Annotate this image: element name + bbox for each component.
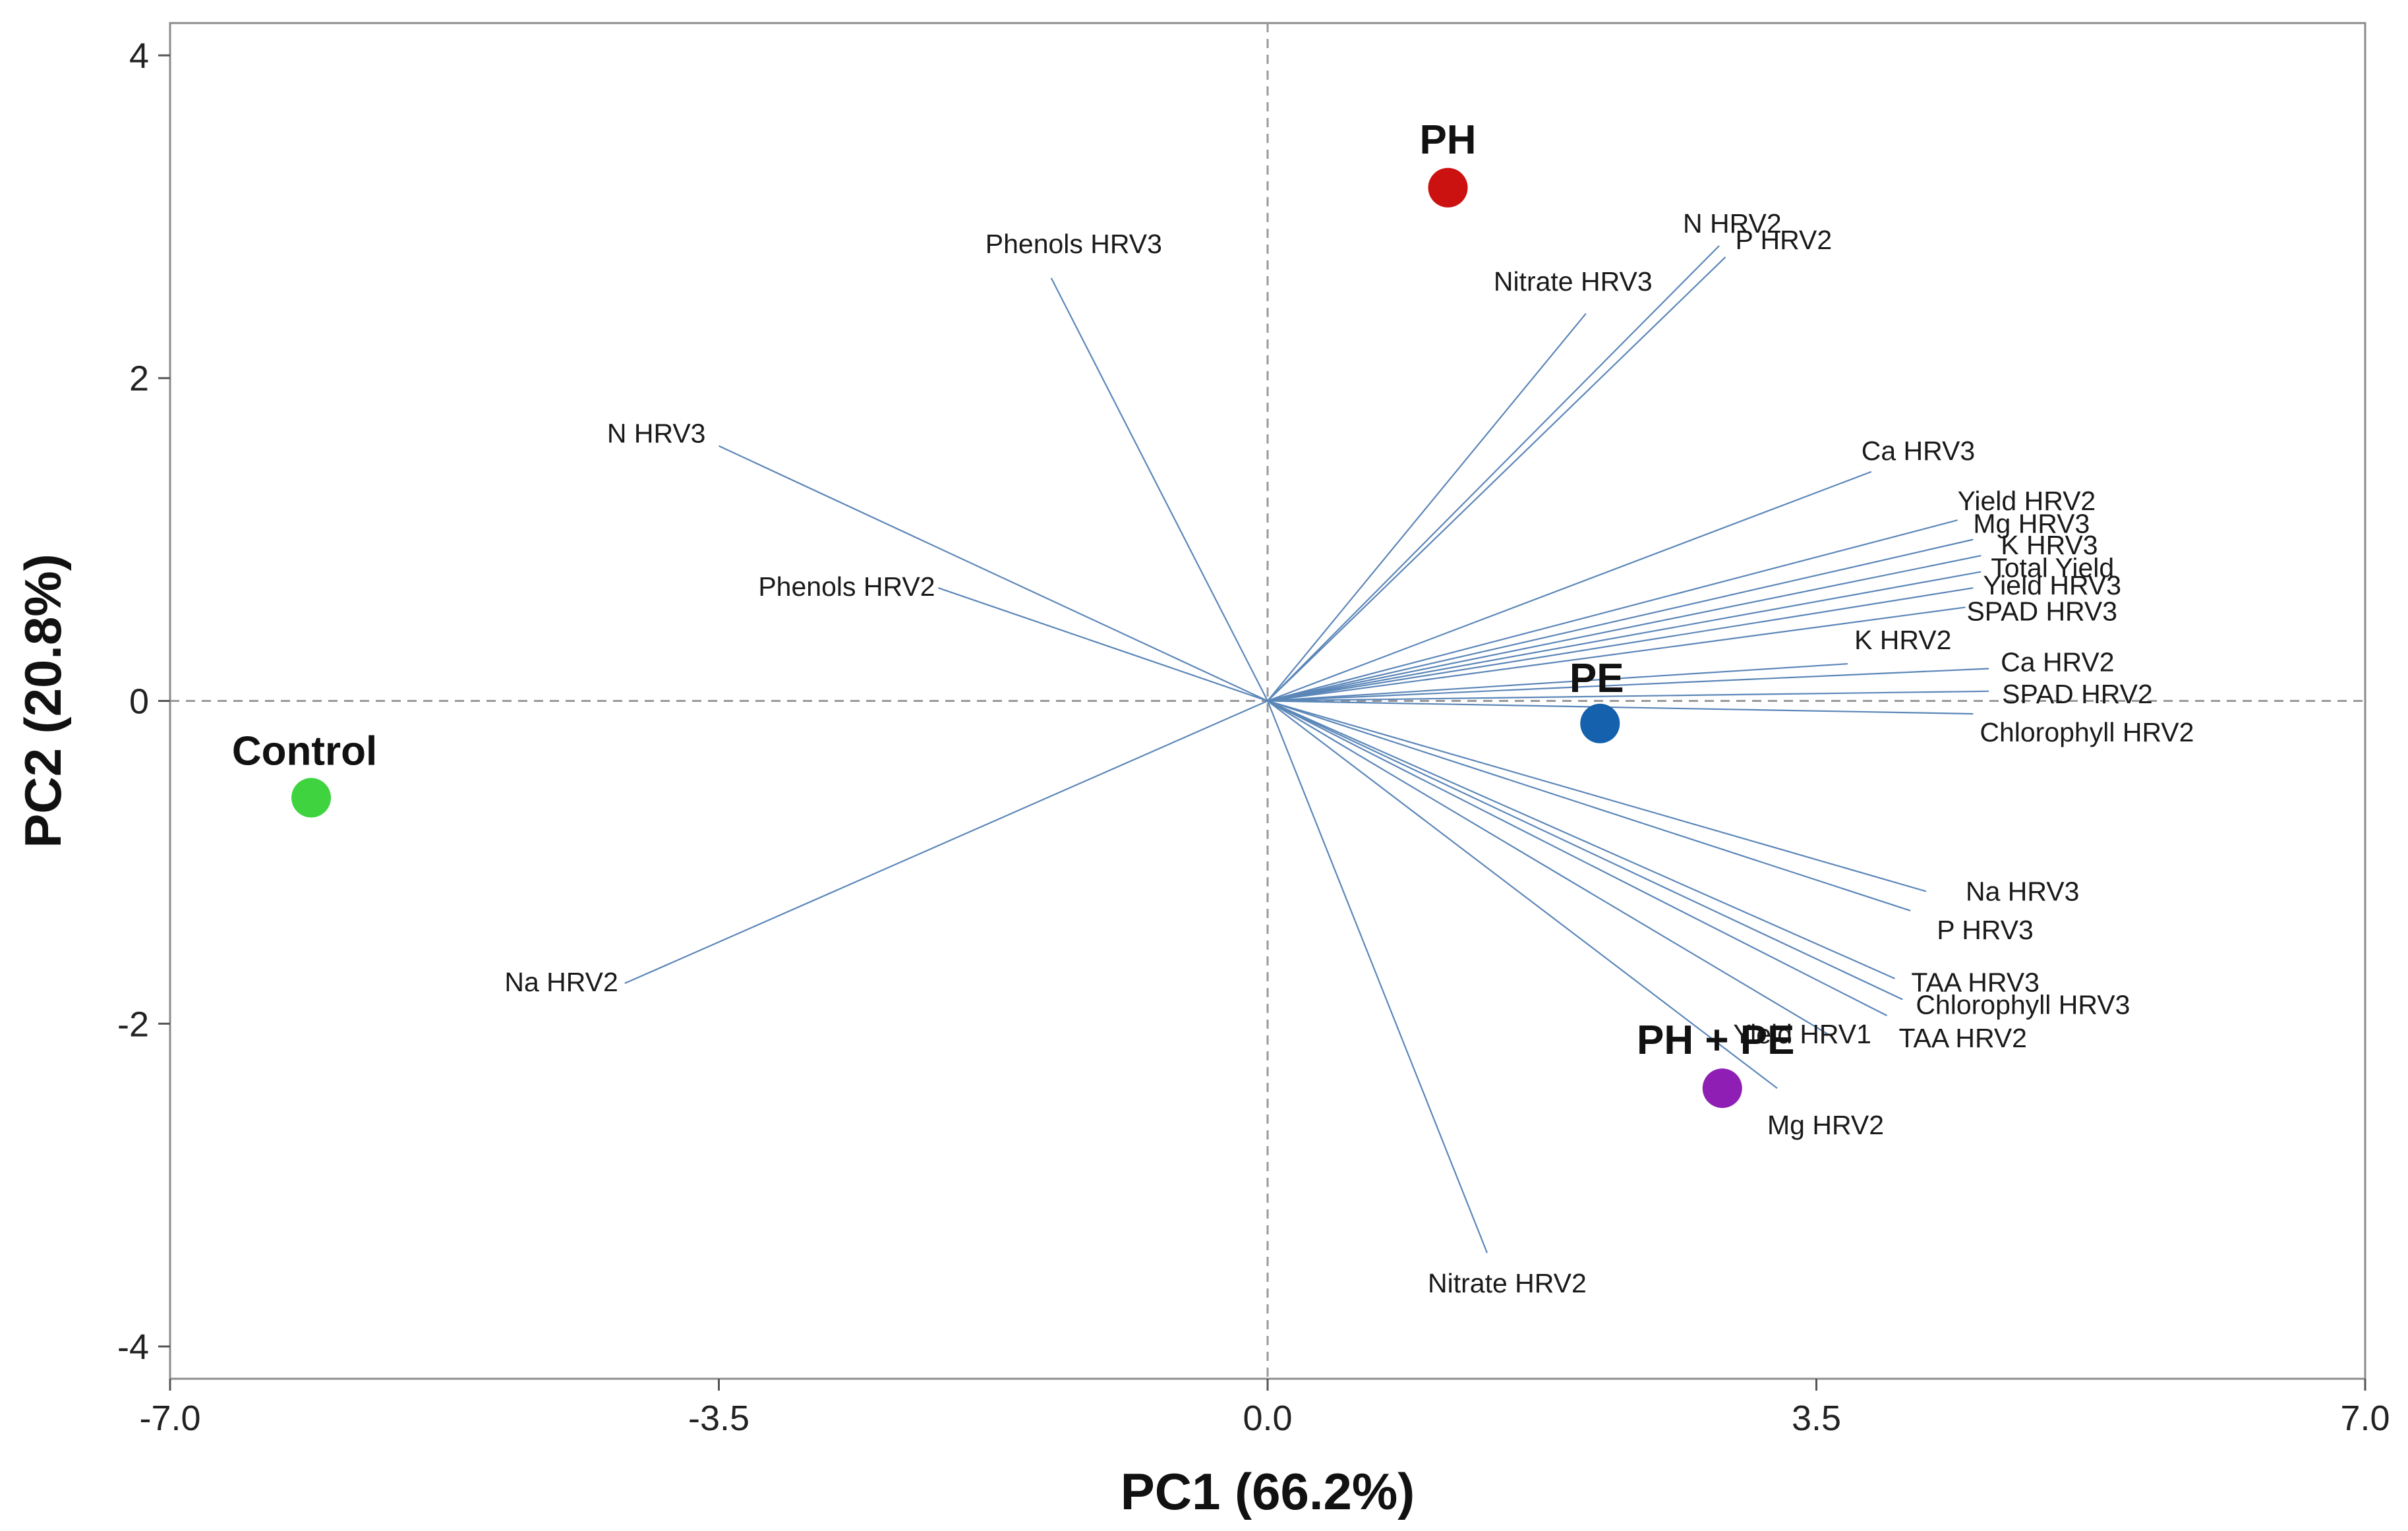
score-point-ph-pe: [1702, 1068, 1742, 1109]
y-tick-label: 2: [129, 359, 149, 399]
loading-vector-ca-hrv3: [1267, 471, 1872, 702]
loading-vector-nitrate-hrv3: [1267, 313, 1587, 702]
loading-label-mg-hrv3: Mg HRV3: [1973, 509, 2090, 539]
loading-vector-na-hrv2: [624, 700, 1268, 985]
loading-vector-nitrate-hrv2: [1266, 701, 1488, 1254]
loading-vector-k-hrv3: [1267, 555, 1982, 702]
loading-vector-mg-hrv3: [1267, 538, 1974, 702]
y-tick-label: -2: [117, 1004, 149, 1044]
score-labels: PH PE Control PH + PE: [232, 117, 1795, 1063]
loading-label-p-hrv2: P HRV2: [1736, 225, 1833, 255]
y-tick-label: 0: [129, 682, 149, 722]
loading-label-mg-hrv2: Mg HRV2: [1767, 1110, 1884, 1140]
loading-vector-ca-hrv2: [1267, 668, 1989, 702]
x-tick-label: 0.0: [1243, 1399, 1292, 1438]
loading-vector-n-hrv2: [1267, 245, 1720, 702]
loading-label-taa-hrv3: TAA HRV3: [1911, 968, 2039, 998]
y-tick-label: 4: [129, 36, 149, 76]
loading-vectors: [624, 245, 1989, 1254]
loading-label-k-hrv3: K HRV3: [2001, 530, 2098, 560]
loading-label-yield-hrv3: Yield HRV3: [1983, 570, 2121, 600]
loading-label-taa-hrv2: TAA HRV2: [1899, 1023, 2027, 1053]
loading-label-phenols-hrv2: Phenols HRV2: [758, 571, 935, 602]
score-label-ph-pe: PH + PE: [1637, 1018, 1795, 1063]
score-points: [291, 167, 1742, 1109]
loading-label-nitrate-hrv2: Nitrate HRV2: [1428, 1268, 1587, 1298]
loading-label-spad-hrv2: SPAD HRV2: [2002, 679, 2153, 709]
x-tick-label: -7.0: [139, 1399, 200, 1438]
loading-label-spad-hrv3: SPAD HRV3: [1966, 596, 2117, 626]
score-point-ph: [1428, 167, 1468, 208]
loading-vector-spad-hrv3: [1267, 606, 1966, 702]
loading-label-n-hrv2: N HRV2: [1683, 208, 1782, 239]
score-point-pe: [1580, 703, 1620, 743]
x-tick-label: 7.0: [2340, 1399, 2390, 1438]
x-tick-label: 3.5: [1792, 1399, 1841, 1438]
x-axis: -7.0 -3.5 0.0 3.5 7.0: [139, 1379, 2390, 1438]
loading-label-nitrate-hrv3: Nitrate HRV3: [1494, 266, 1653, 297]
y-axis-title: PC2 (20.8%): [14, 554, 72, 848]
loading-vector-total-yield: [1267, 571, 1982, 702]
loading-vector-yield-hrv3: [1267, 587, 1974, 702]
loading-vector-chlorophyll-hrv3: [1267, 700, 1903, 1000]
score-label-control: Control: [232, 728, 377, 774]
x-axis-title: PC1 (66.2%): [1121, 1462, 1415, 1520]
loading-vector-yield-hrv2: [1267, 519, 1958, 702]
loading-label-chlorophyll-hrv2: Chlorophyll HRV2: [1980, 717, 2194, 747]
loading-label-yield-hrv2: Yield HRV2: [1958, 486, 2096, 516]
loading-label-p-hrv3: P HRV3: [1937, 915, 2034, 945]
loading-label-ca-hrv2: Ca HRV2: [2001, 647, 2114, 678]
loading-label-chlorophyll-hrv3: Chlorophyll HRV3: [1916, 990, 2130, 1020]
loading-vector-phenols-hrv3: [1050, 277, 1268, 702]
loading-vector-chlorophyll-hrv2: [1267, 700, 1974, 715]
score-point-control: [291, 778, 332, 818]
loading-label-yield-hrv1: Yield HRV1: [1733, 1019, 1871, 1049]
score-label-ph: PH: [1419, 117, 1476, 163]
loading-vector-yield-hrv1: [1267, 700, 1833, 1037]
loading-label-na-hrv3: Na HRV3: [1966, 876, 2079, 906]
loading-vector-taa-hrv3: [1267, 700, 1895, 979]
loading-vector-k-hrv2: [1267, 663, 1848, 702]
loading-label-phenols-hrv3: Phenols HRV3: [985, 229, 1162, 259]
loading-vector-na-hrv3: [1267, 700, 1927, 892]
loading-vector-spad-hrv2: [1267, 690, 1989, 702]
loading-vector-taa-hrv2: [1267, 700, 1888, 1016]
x-tick-label: -3.5: [688, 1399, 749, 1438]
loading-label-ca-hrv3: Ca HRV3: [1862, 436, 1975, 466]
loading-vector-mg-hrv2: [1267, 700, 1778, 1089]
score-label-pe: PE: [1570, 656, 1624, 701]
y-axis: -4 -2 0 2 4: [117, 36, 170, 1367]
loading-vector-p-hrv2: [1267, 256, 1726, 702]
loading-vector-phenols-hrv2: [938, 587, 1268, 702]
loading-label-k-hrv2: K HRV2: [1854, 625, 1951, 655]
loading-label-total-yield: Total Yield: [1991, 553, 2114, 583]
y-tick-label: -4: [117, 1327, 149, 1367]
loading-vector-p-hrv3: [1267, 700, 1911, 911]
loading-label-na-hrv2: Na HRV2: [504, 967, 618, 997]
loading-vector-n-hrv3: [719, 445, 1268, 702]
loading-label-n-hrv3: N HRV3: [607, 419, 706, 449]
